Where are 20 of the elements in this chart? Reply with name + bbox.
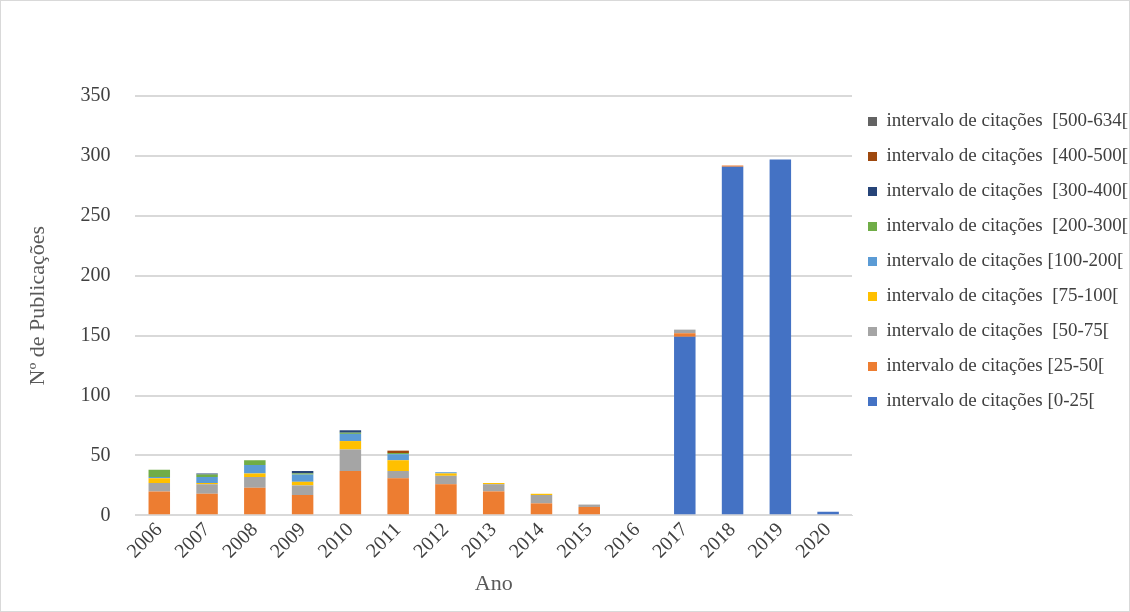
- y-tick-label: 100: [80, 382, 111, 405]
- y-tick-label: 300: [80, 143, 111, 166]
- y-tick-label: 150: [80, 322, 111, 345]
- legend-label: intervalo de citações [100-200[: [886, 249, 1124, 271]
- y-tick-label: 350: [80, 83, 111, 106]
- legend-label: intervalo de citações [0-25[: [886, 389, 1095, 411]
- y-tick-label: 200: [80, 262, 111, 285]
- y-tick-label: 50: [90, 442, 111, 465]
- legend-label: intervalo de citações [75-100[: [886, 284, 1119, 306]
- legend-label: intervalo de citações [500-634[: [886, 109, 1129, 131]
- y-tick-label: 0: [100, 502, 111, 525]
- x-tick-label: 2011: [361, 517, 405, 562]
- legend-label: intervalo de citações [25-50[: [886, 354, 1105, 376]
- x-axis-title: Ano: [474, 569, 513, 595]
- legend-label: intervalo de citações [200-300[: [886, 214, 1129, 236]
- legend-label: intervalo de citações [400-500[: [886, 144, 1129, 166]
- y-tick-label: 250: [80, 203, 111, 226]
- legend-label: intervalo de citações [300-400[: [886, 179, 1129, 201]
- legend-label: intervalo de citações [50-75[: [886, 319, 1110, 341]
- y-axis-title: Nº de Publicações: [23, 225, 49, 386]
